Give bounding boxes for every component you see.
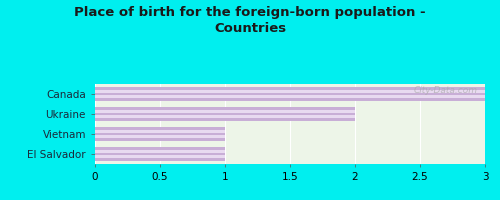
Bar (95, 158, 225, 161)
Bar (95, 127, 225, 130)
Text: City-Data.com: City-Data.com (413, 86, 477, 95)
Bar (95, 153, 225, 155)
Bar (95, 113, 355, 115)
Bar (95, 147, 225, 150)
Text: Place of birth for the foreign-born population -
Countries: Place of birth for the foreign-born popu… (74, 6, 426, 35)
Bar (95, 107, 355, 121)
Bar (95, 107, 355, 110)
Bar (95, 133, 225, 135)
Bar (95, 93, 485, 95)
Bar (95, 118, 355, 121)
Bar (95, 98, 485, 101)
Bar (95, 87, 485, 90)
Bar (95, 147, 225, 161)
Bar (95, 127, 225, 141)
Bar (95, 87, 485, 101)
Bar (95, 138, 225, 141)
